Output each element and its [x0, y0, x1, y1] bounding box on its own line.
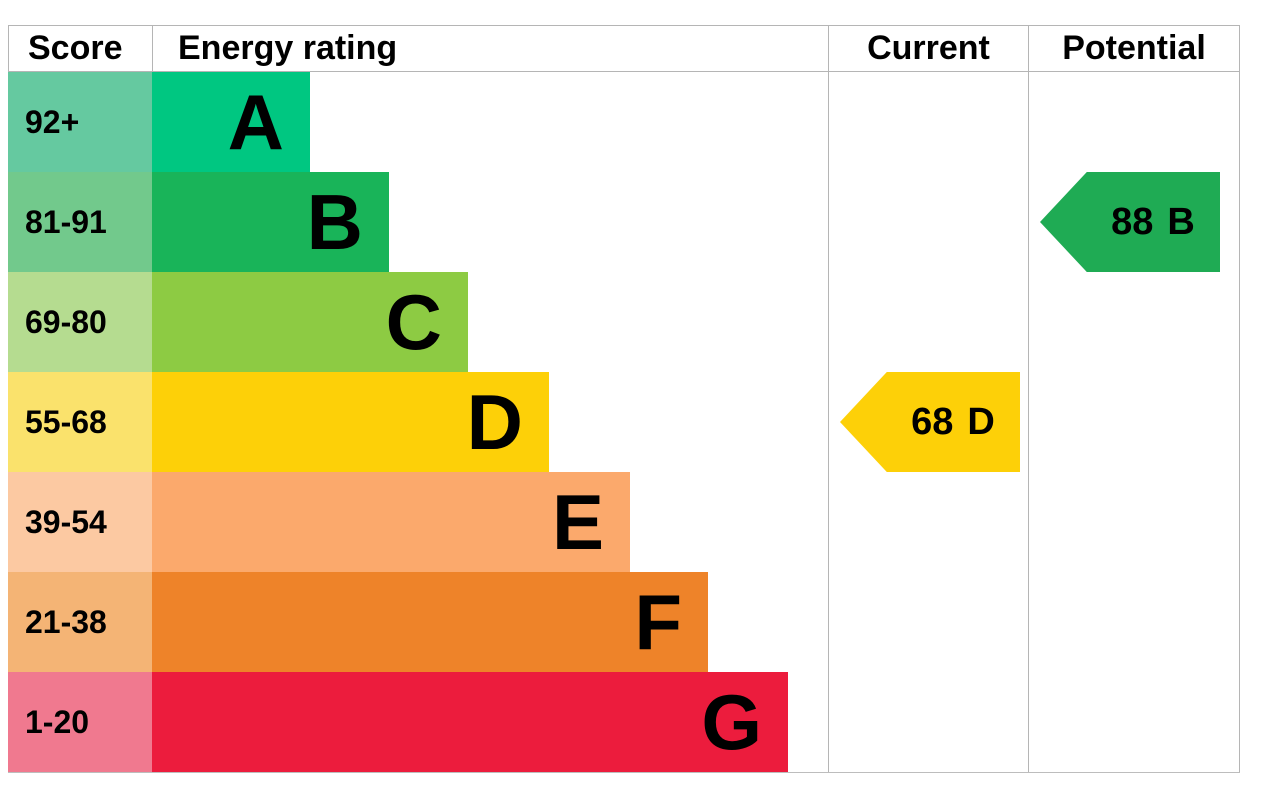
rating-bar-f: F	[152, 572, 708, 672]
rating-letter-b: B	[306, 178, 363, 266]
score-range-c: 69-80	[8, 272, 152, 372]
rating-letter-e: E	[551, 478, 604, 566]
table-body: 92+ A 81-91 B 69-80 C 55-68	[8, 72, 1240, 773]
band-row-f: 21-38 F	[8, 572, 1240, 672]
rating-letter-f: F	[634, 578, 682, 666]
rating-bar-a: A	[152, 72, 310, 172]
rating-bar-d: D	[152, 372, 549, 472]
rating-bar-e: E	[152, 472, 630, 572]
score-range-e: 39-54	[8, 472, 152, 572]
table-header: Score Energy rating Current Potential	[8, 25, 1240, 72]
score-range-f: 21-38	[8, 572, 152, 672]
header-score: Score	[8, 26, 152, 71]
band-row-d: 55-68 D	[8, 372, 1240, 472]
current-score-letter: D	[967, 400, 995, 443]
band-row-c: 69-80 C	[8, 272, 1240, 372]
potential-score-value: 88	[1111, 200, 1154, 243]
header-current: Current	[828, 26, 1028, 71]
band-row-a: 92+ A	[8, 72, 1240, 172]
rating-bar-b: B	[152, 172, 389, 272]
rating-letter-c: C	[385, 278, 442, 366]
rating-bar-c: C	[152, 272, 468, 372]
rating-letter-a: A	[227, 78, 284, 166]
band-row-e: 39-54 E	[8, 472, 1240, 572]
score-range-d: 55-68	[8, 372, 152, 472]
band-row-g: 1-20 G	[8, 672, 1240, 772]
epc-table: Score Energy rating Current Potential 92…	[8, 25, 1240, 774]
score-range-g: 1-20	[8, 672, 152, 772]
header-energy-rating: Energy rating	[152, 26, 828, 71]
band-row-b: 81-91 B	[8, 172, 1240, 272]
current-column-divider	[828, 72, 829, 772]
current-rating-text: 68 D	[911, 401, 995, 444]
potential-score-letter: B	[1167, 200, 1195, 243]
rating-bar-g: G	[152, 672, 788, 772]
header-potential: Potential	[1028, 26, 1240, 71]
rating-letter-d: D	[466, 378, 523, 466]
current-score-value: 68	[911, 400, 954, 443]
score-range-b: 81-91	[8, 172, 152, 272]
potential-rating-text: 88 B	[1111, 201, 1195, 244]
potential-column-divider	[1028, 72, 1029, 772]
rating-letter-g: G	[701, 678, 762, 766]
score-range-a: 92+	[8, 72, 152, 172]
table-right-border	[1239, 72, 1240, 772]
